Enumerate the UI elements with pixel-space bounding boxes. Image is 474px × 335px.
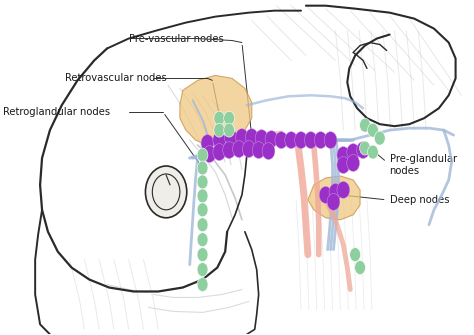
Ellipse shape (223, 142, 236, 158)
Ellipse shape (197, 218, 208, 232)
Ellipse shape (197, 189, 208, 203)
Ellipse shape (350, 248, 361, 262)
Ellipse shape (197, 233, 208, 247)
Ellipse shape (236, 129, 248, 146)
Ellipse shape (255, 130, 268, 147)
Ellipse shape (360, 118, 370, 132)
Ellipse shape (242, 141, 255, 157)
Ellipse shape (197, 248, 208, 262)
Ellipse shape (324, 132, 337, 149)
Ellipse shape (367, 123, 378, 137)
Ellipse shape (201, 135, 214, 151)
Ellipse shape (367, 145, 378, 159)
Ellipse shape (233, 141, 246, 157)
Ellipse shape (337, 147, 350, 163)
Ellipse shape (197, 277, 208, 291)
Ellipse shape (347, 154, 360, 172)
Ellipse shape (374, 131, 385, 145)
Text: Pre-glandular
nodes: Pre-glandular nodes (390, 154, 457, 176)
Ellipse shape (225, 130, 237, 147)
Ellipse shape (337, 182, 350, 198)
Ellipse shape (262, 143, 275, 159)
Ellipse shape (319, 186, 332, 203)
Ellipse shape (265, 131, 278, 148)
Text: Retroglandular nodes: Retroglandular nodes (3, 107, 110, 117)
Ellipse shape (224, 111, 235, 125)
Ellipse shape (347, 144, 360, 160)
Ellipse shape (214, 123, 225, 137)
Ellipse shape (203, 146, 216, 162)
Ellipse shape (337, 156, 350, 174)
Text: Pre-vascular nodes: Pre-vascular nodes (129, 34, 223, 44)
Ellipse shape (224, 123, 235, 137)
Ellipse shape (197, 263, 208, 277)
Ellipse shape (314, 132, 327, 149)
Ellipse shape (214, 111, 225, 125)
Ellipse shape (213, 144, 226, 160)
Ellipse shape (356, 142, 369, 158)
Polygon shape (180, 75, 252, 145)
Ellipse shape (355, 261, 365, 275)
Ellipse shape (295, 132, 308, 149)
Ellipse shape (146, 166, 187, 218)
Ellipse shape (197, 203, 208, 217)
Ellipse shape (197, 161, 208, 175)
Ellipse shape (197, 148, 208, 162)
Ellipse shape (360, 141, 370, 155)
Ellipse shape (304, 132, 317, 149)
Ellipse shape (252, 142, 265, 158)
Ellipse shape (329, 184, 342, 200)
Text: Retrovascular nodes: Retrovascular nodes (64, 73, 166, 83)
Ellipse shape (213, 132, 226, 149)
Ellipse shape (327, 193, 340, 210)
Ellipse shape (246, 129, 258, 146)
Ellipse shape (197, 175, 208, 189)
Ellipse shape (275, 132, 288, 149)
Text: Deep nodes: Deep nodes (390, 195, 449, 205)
Ellipse shape (285, 132, 298, 149)
Polygon shape (308, 176, 360, 220)
